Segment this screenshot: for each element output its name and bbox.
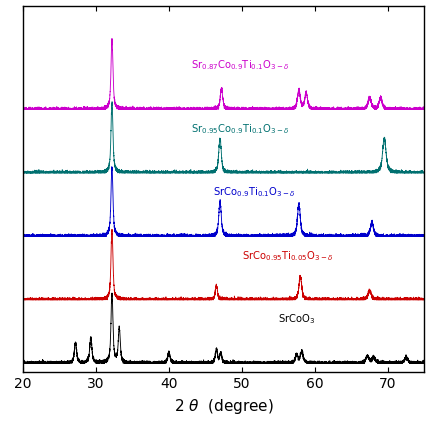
Text: SrCoO$_3$: SrCoO$_3$ [279, 313, 316, 326]
X-axis label: 2 $\theta$  (degree): 2 $\theta$ (degree) [174, 397, 273, 416]
Text: SrCo$_{0.95}$Ti$_{0.05}$O$_{3-\delta}$: SrCo$_{0.95}$Ti$_{0.05}$O$_{3-\delta}$ [242, 249, 333, 263]
Text: Sr$_{0.95}$Co$_{0.9}$Ti$_{0.1}$O$_{3-\delta}$: Sr$_{0.95}$Co$_{0.9}$Ti$_{0.1}$O$_{3-\de… [191, 122, 289, 136]
Text: SrCo$_{0.9}$Ti$_{0.1}$O$_{3-\delta}$: SrCo$_{0.9}$Ti$_{0.1}$O$_{3-\delta}$ [213, 186, 295, 200]
Text: Sr$_{0.87}$Co$_{0.9}$Ti$_{0.1}$O$_{3-\delta}$: Sr$_{0.87}$Co$_{0.9}$Ti$_{0.1}$O$_{3-\de… [191, 58, 289, 73]
